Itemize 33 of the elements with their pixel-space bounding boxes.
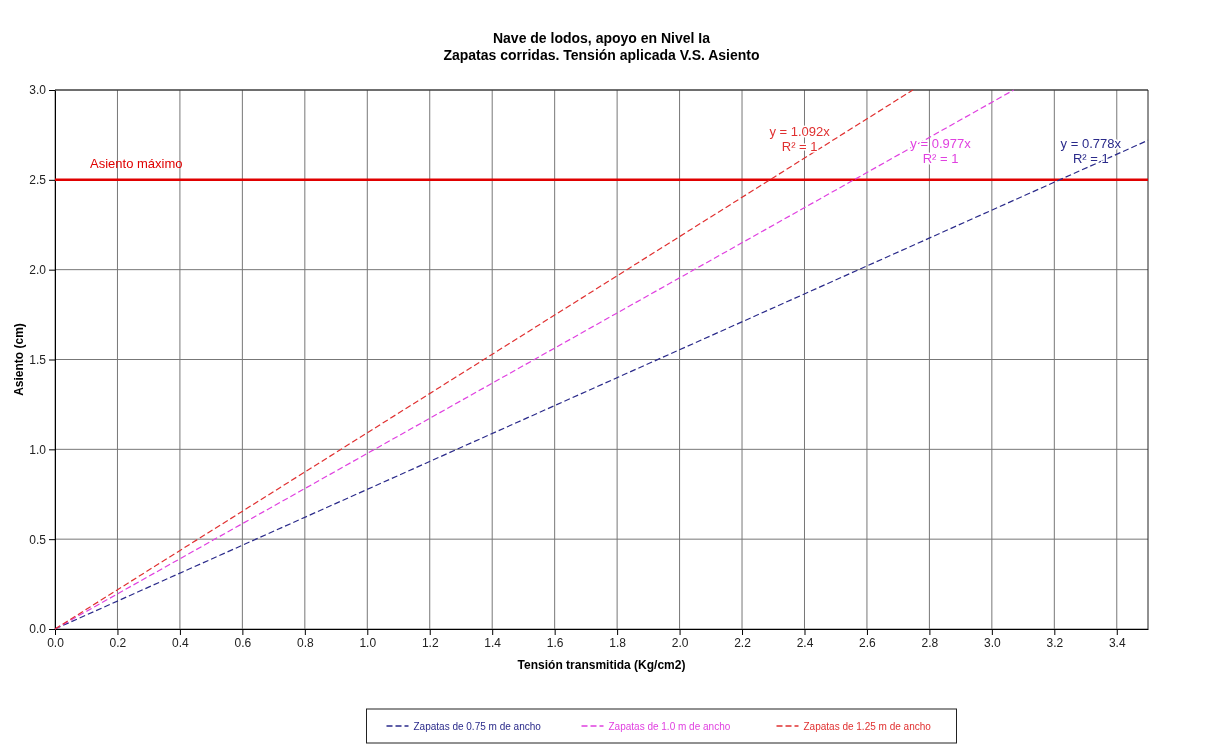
x-tick-label: 1.2 — [421, 635, 439, 650]
y-tick-label: 0.0 — [29, 622, 47, 637]
x-tick-label: 1.6 — [546, 635, 564, 650]
x-tick-label: 0.8 — [296, 635, 314, 650]
x-tick-label: 2.0 — [671, 635, 689, 650]
y-tick-label: 1.5 — [29, 352, 47, 367]
x-tick-label: 1.4 — [484, 635, 502, 650]
x-axis-title: Tensión transmitida (Kg/cm2) — [517, 658, 686, 672]
x-tick-label: 2.2 — [734, 635, 752, 650]
y-tick-label: 3.0 — [29, 83, 47, 98]
legend-label: Zapatas de 0.75 m de ancho — [413, 721, 542, 732]
x-tick-label: 3.0 — [984, 635, 1002, 650]
y-axis-title: Asiento (cm) — [12, 323, 26, 396]
x-tick-label: 1.0 — [359, 635, 377, 650]
legend-label: Zapatas de 1.0 m de ancho — [608, 721, 731, 732]
x-tick-label: 3.2 — [1046, 635, 1064, 650]
legend-label: Zapatas de 1.25 m de ancho — [803, 721, 932, 732]
x-tick-label: 2.4 — [796, 635, 814, 650]
x-tick-label: 3.4 — [1108, 635, 1126, 650]
annotation: y = 0.778x R² = 1 — [1060, 136, 1122, 166]
x-tick-label: 0.4 — [172, 635, 190, 650]
y-tick-label: 0.5 — [29, 532, 47, 547]
y-tick-label: 2.0 — [29, 263, 47, 278]
x-tick-label: 0.6 — [234, 635, 252, 650]
ref-line-label: Asiento máximo — [90, 155, 183, 171]
x-tick-label: 0.2 — [109, 635, 127, 650]
y-tick-label: 1.0 — [29, 442, 47, 457]
chart-title: Nave de lodos, apoyo en Nivel Ia Zapatas corridas. Tensión aplicada V.S. Asiento — [443, 30, 760, 63]
x-tick-label: 2.6 — [859, 635, 877, 650]
x-tick-label: 1.8 — [609, 635, 627, 650]
x-tick-label: 2.8 — [921, 635, 939, 650]
y-tick-label: 2.5 — [29, 173, 47, 188]
x-tick-label: 0.0 — [47, 635, 65, 650]
